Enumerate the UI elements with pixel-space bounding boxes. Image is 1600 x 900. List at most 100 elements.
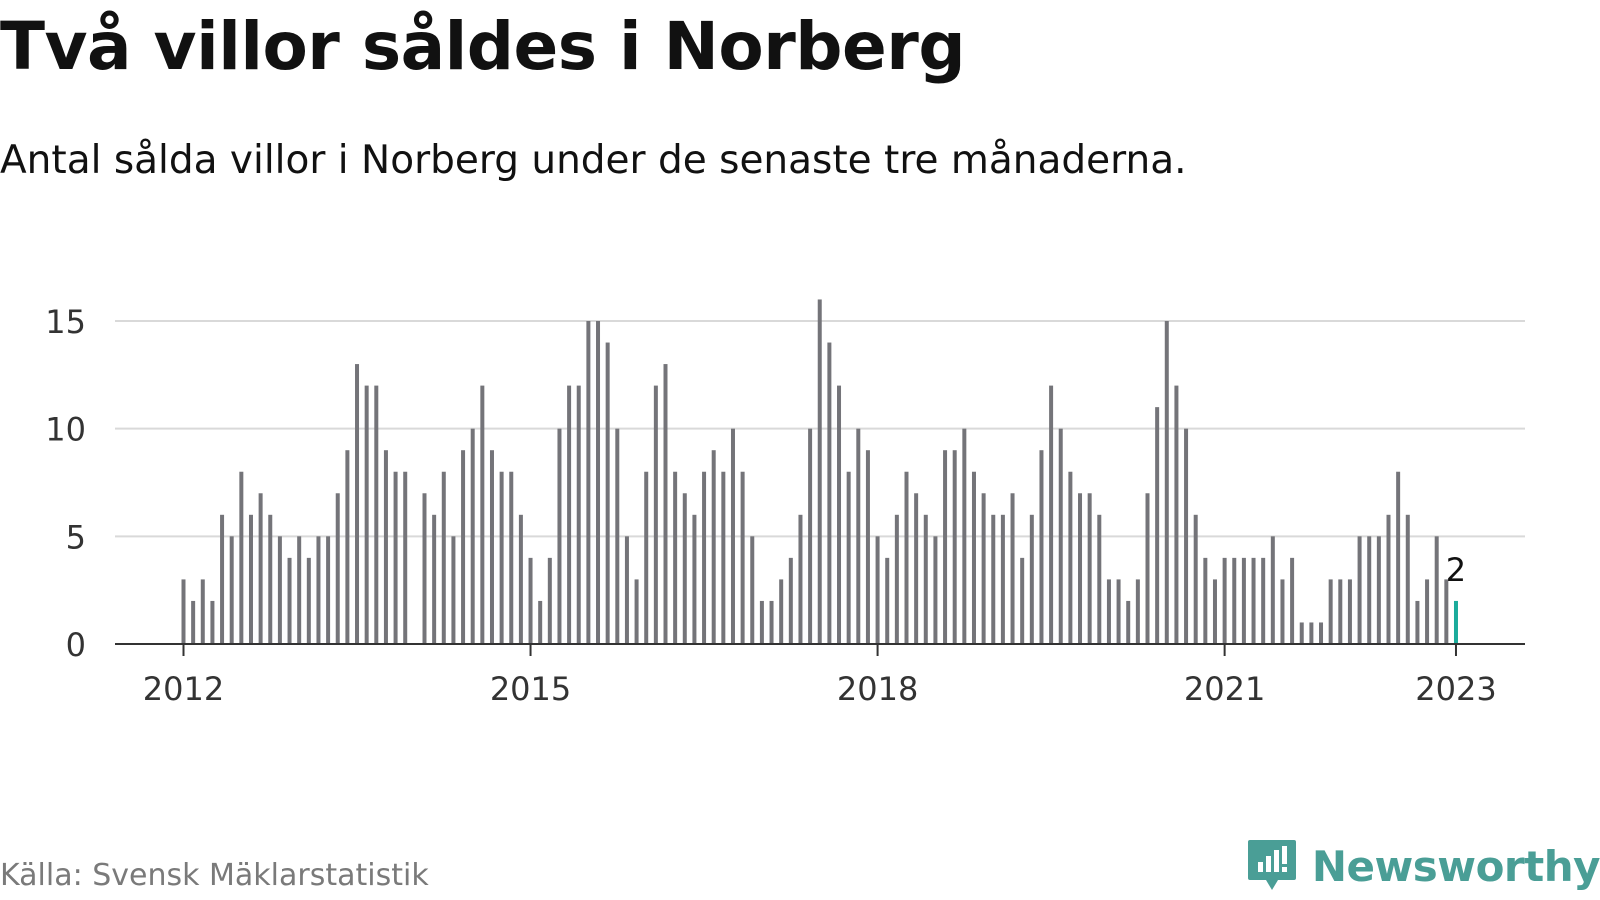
bar — [547, 557, 552, 644]
bar — [567, 385, 572, 644]
bar — [1184, 428, 1189, 644]
bar — [1396, 471, 1401, 644]
bar — [1251, 557, 1256, 644]
bar — [673, 471, 678, 644]
y-tick-label: 5 — [66, 518, 86, 556]
bar — [1116, 579, 1121, 644]
bar — [229, 536, 234, 644]
bar — [1000, 514, 1005, 644]
bar — [538, 600, 543, 644]
bar — [1405, 514, 1410, 644]
bar — [644, 471, 649, 644]
bar — [856, 428, 861, 644]
bar — [1299, 622, 1304, 644]
bar — [711, 450, 716, 644]
bar — [200, 579, 205, 644]
bar — [258, 493, 263, 644]
bar — [981, 493, 986, 644]
bar — [1058, 428, 1063, 644]
bar — [1174, 385, 1179, 644]
bar — [962, 428, 967, 644]
bar — [1270, 536, 1275, 644]
x-tick-label: 2018 — [837, 670, 918, 708]
bar — [875, 536, 880, 644]
bar — [451, 536, 456, 644]
bar — [1319, 622, 1324, 644]
bar — [586, 321, 591, 644]
bar — [894, 514, 899, 644]
bar — [191, 600, 196, 644]
bar — [1020, 557, 1025, 644]
bar — [827, 342, 832, 644]
axes — [115, 643, 1525, 656]
bar — [239, 471, 244, 644]
labels: 0 5 10 15 2012 2015 2018 2021 2023 2 — [45, 303, 1496, 708]
bar — [837, 385, 842, 644]
bar — [403, 471, 408, 644]
bar — [345, 450, 350, 644]
bar — [702, 471, 707, 644]
bar — [740, 471, 745, 644]
bar — [1155, 407, 1160, 644]
bar — [1241, 557, 1246, 644]
bar — [335, 493, 340, 644]
bar — [1357, 536, 1362, 644]
x-tick-label: 2023 — [1415, 670, 1496, 708]
bar — [1425, 579, 1430, 644]
bar — [1106, 579, 1111, 644]
bar — [1415, 600, 1420, 644]
y-tick-label: 0 — [66, 626, 86, 664]
bar — [1049, 385, 1054, 644]
bar — [287, 557, 292, 644]
bar — [971, 471, 976, 644]
bar — [943, 450, 948, 644]
bar — [1367, 536, 1372, 644]
bar — [422, 493, 427, 644]
bar — [788, 557, 793, 644]
bar — [682, 493, 687, 644]
bar — [798, 514, 803, 644]
y-tick-label: 10 — [45, 411, 86, 449]
bar — [1290, 557, 1295, 644]
bar — [1126, 600, 1131, 644]
bar — [1280, 579, 1285, 644]
bar — [181, 579, 186, 644]
bar — [808, 428, 813, 644]
bar — [297, 536, 302, 644]
bar — [1164, 321, 1169, 644]
bar — [885, 557, 890, 644]
bar — [904, 471, 909, 644]
bar — [1232, 557, 1237, 644]
bar — [624, 536, 629, 644]
bar — [441, 471, 446, 644]
bar — [1444, 579, 1449, 644]
bar — [248, 514, 253, 644]
bar — [1010, 493, 1015, 644]
bar — [1309, 622, 1314, 644]
bar — [721, 471, 726, 644]
bar — [1386, 514, 1391, 644]
bar — [461, 450, 466, 644]
bar — [952, 450, 957, 644]
bar — [489, 450, 494, 644]
bar — [1078, 493, 1083, 644]
bar — [374, 385, 379, 644]
newsworthy-logo-icon — [1247, 840, 1296, 890]
bar — [1039, 450, 1044, 644]
bar — [653, 385, 658, 644]
bar — [277, 536, 282, 644]
value-annotation: 2 — [1446, 551, 1466, 589]
bar — [557, 428, 562, 644]
x-tick-label: 2015 — [490, 670, 571, 708]
bar — [1135, 579, 1140, 644]
bar — [210, 600, 215, 644]
bar — [509, 471, 514, 644]
bar — [1193, 514, 1198, 644]
bar — [923, 514, 928, 644]
x-tick-label: 2012 — [143, 670, 224, 708]
bar — [306, 557, 311, 644]
brand-logo[interactable]: Newsworthy — [1246, 838, 1600, 894]
bar — [596, 321, 601, 644]
bar — [1261, 557, 1266, 644]
bar — [1068, 471, 1073, 644]
